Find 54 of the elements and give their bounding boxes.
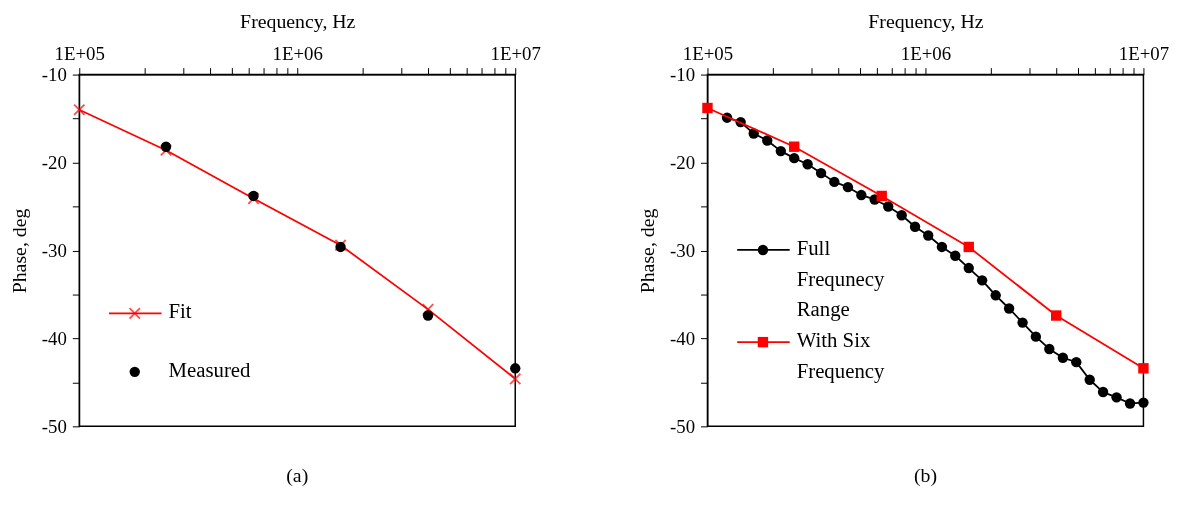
x-axis-title: Frequency, Hz <box>868 9 984 32</box>
x-axis-title: Frequency, Hz <box>240 9 356 32</box>
point <box>856 189 867 201</box>
y-tick-label: -40 <box>670 327 696 349</box>
point <box>829 176 840 188</box>
point <box>1071 356 1082 368</box>
x-tick-label: 1E+07 <box>1118 43 1170 65</box>
y-tick-label: -30 <box>41 239 67 261</box>
point <box>1097 386 1109 398</box>
point <box>896 210 907 221</box>
point <box>1111 392 1122 403</box>
y-tick-label: -30 <box>670 239 696 261</box>
point <box>963 262 974 274</box>
y-tick-label: -50 <box>41 415 67 437</box>
y-tick-label: -10 <box>670 64 696 86</box>
point <box>775 145 786 157</box>
point <box>1057 352 1069 363</box>
y-tick-label: -20 <box>670 151 696 173</box>
legend-label: Full Frequnecy Range <box>796 235 886 322</box>
y-tick-label: -10 <box>41 64 67 86</box>
point <box>909 221 921 232</box>
x-tick-label: 1E+05 <box>54 43 105 65</box>
point <box>1003 303 1015 314</box>
point <box>762 135 773 146</box>
point <box>923 230 934 241</box>
legend-label: With Six Frequency <box>796 328 886 383</box>
x-tick-label: 1E+07 <box>490 43 541 65</box>
y-axis-title: Phase, deg <box>636 208 659 294</box>
legend-label: Fit <box>168 299 192 323</box>
point <box>1044 343 1055 355</box>
point <box>802 159 813 170</box>
point <box>842 181 854 193</box>
point <box>990 290 1001 301</box>
legend-label: Measured <box>168 357 252 381</box>
point <box>976 275 988 286</box>
point <box>1138 397 1149 408</box>
point <box>936 241 948 253</box>
point <box>815 167 827 179</box>
y-tick-label: -20 <box>41 151 67 173</box>
text: (b) <box>913 463 937 487</box>
point <box>883 201 894 212</box>
text: (a) <box>286 463 309 487</box>
x-tick-label: 1E+06 <box>272 43 323 65</box>
point <box>950 250 961 261</box>
point <box>1124 398 1136 409</box>
y-tick-label: -50 <box>670 415 696 437</box>
point <box>1030 331 1042 342</box>
point <box>1084 374 1095 385</box>
y-tick-label: -40 <box>41 327 67 349</box>
point <box>789 152 800 164</box>
y-axis-title: Phase, deg <box>7 208 30 294</box>
x-tick-label: 1E+05 <box>682 43 734 65</box>
x-tick-label: 1E+06 <box>900 43 952 65</box>
point <box>1017 317 1028 328</box>
